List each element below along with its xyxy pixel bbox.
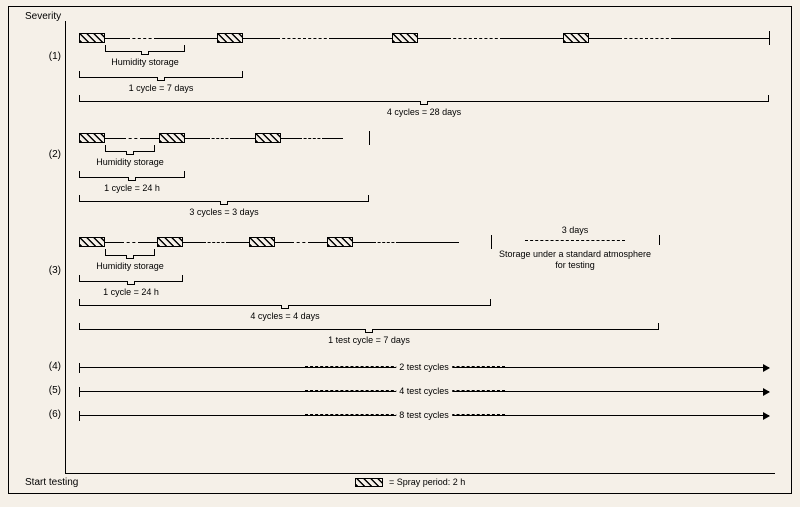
storage-tick-left [491,235,492,245]
arrow-5-label: 4 test cycles [396,386,452,396]
timeline-2-end [369,131,370,145]
legend-text: = Spray period: 2 h [389,477,465,487]
storage-label-top: 3 days [562,225,589,235]
row-label-2: (2) [35,149,61,160]
row-label-3: (3) [35,265,61,276]
legend: = Spray period: 2 h [355,477,465,487]
timeline-1 [79,31,769,45]
bracket-3-4cycles [79,299,491,309]
bracket-3-humidity-label: Humidity storage [96,261,164,271]
row-label-6: (6) [35,409,61,420]
arrow-4-label: 2 test cycles [396,362,452,372]
bracket-3-cycle [79,275,183,285]
timeline-1-end [769,31,770,45]
row-label-5: (5) [35,385,61,396]
y-axis-label: Severity [25,11,61,22]
bracket-3-testcycle [79,323,659,333]
bracket-2-cycle-label: 1 cycle = 24 h [104,183,160,193]
bracket-3-cycle-label: 1 cycle = 24 h [103,287,159,297]
bracket-1-total-label: 4 cycles = 28 days [387,107,461,117]
bracket-1-humidity-label: Humidity storage [111,57,179,67]
bracket-2-humidity [105,145,155,155]
bracket-1-total [79,95,769,105]
bracket-1-cycle [79,71,243,81]
storage-label-bottom: Storage under a standard atmosphere for … [499,249,651,271]
arrow-6-label: 8 test cycles [396,410,452,420]
bracket-3-4cycles-label: 4 cycles = 4 days [250,311,319,321]
bracket-2-total [79,195,369,205]
chart-area: Severity Start testing (1) (2) (3) (4) (… [25,21,777,481]
x-axis-label: Start testing [25,477,78,488]
bracket-3-humidity [105,249,155,259]
row-label-4: (4) [35,361,61,372]
timeline-3 [79,235,491,249]
storage-label-line1: Storage under a standard atmosphere [499,249,651,259]
storage-dash [525,240,625,241]
bracket-1-humidity [105,45,185,55]
storage-tick-right [659,235,660,245]
legend-swatch-icon [355,478,383,487]
row-label-1: (1) [35,51,61,62]
bracket-2-humidity-label: Humidity storage [96,157,164,167]
x-axis [65,473,775,474]
bracket-3-testcycle-label: 1 test cycle = 7 days [328,335,410,345]
bracket-2-total-label: 3 cycles = 3 days [189,207,258,217]
y-axis [65,21,66,473]
timeline-2 [79,131,379,145]
diagram-frame: Severity Start testing (1) (2) (3) (4) (… [8,6,792,494]
bracket-1-cycle-label: 1 cycle = 7 days [129,83,194,93]
bracket-2-cycle [79,171,185,181]
storage-label-line2: for testing [555,260,595,270]
